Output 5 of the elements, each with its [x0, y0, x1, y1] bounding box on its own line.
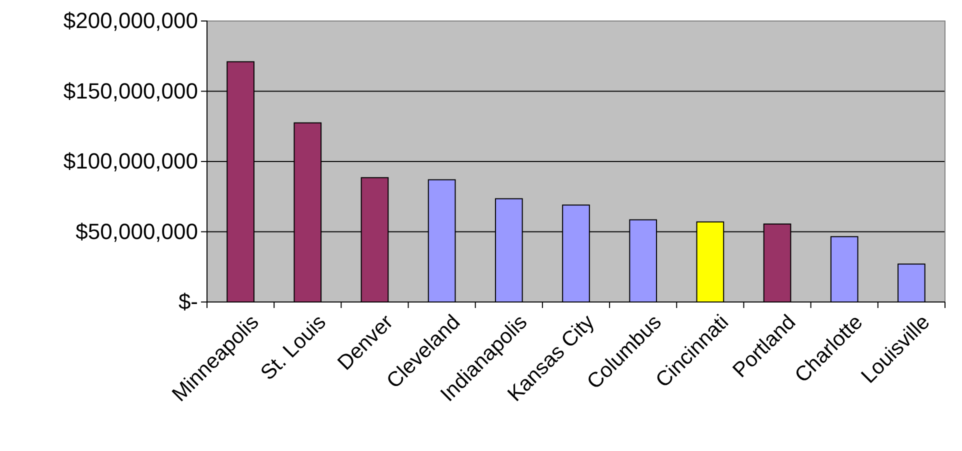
- y-tick-label: $200,000,000: [63, 8, 198, 34]
- y-tick-label: $100,000,000: [63, 148, 198, 174]
- y-tick-label: $50,000,000: [76, 218, 198, 244]
- y-tick-label: $-: [178, 289, 198, 314]
- y-tick-label: $150,000,000: [63, 78, 198, 104]
